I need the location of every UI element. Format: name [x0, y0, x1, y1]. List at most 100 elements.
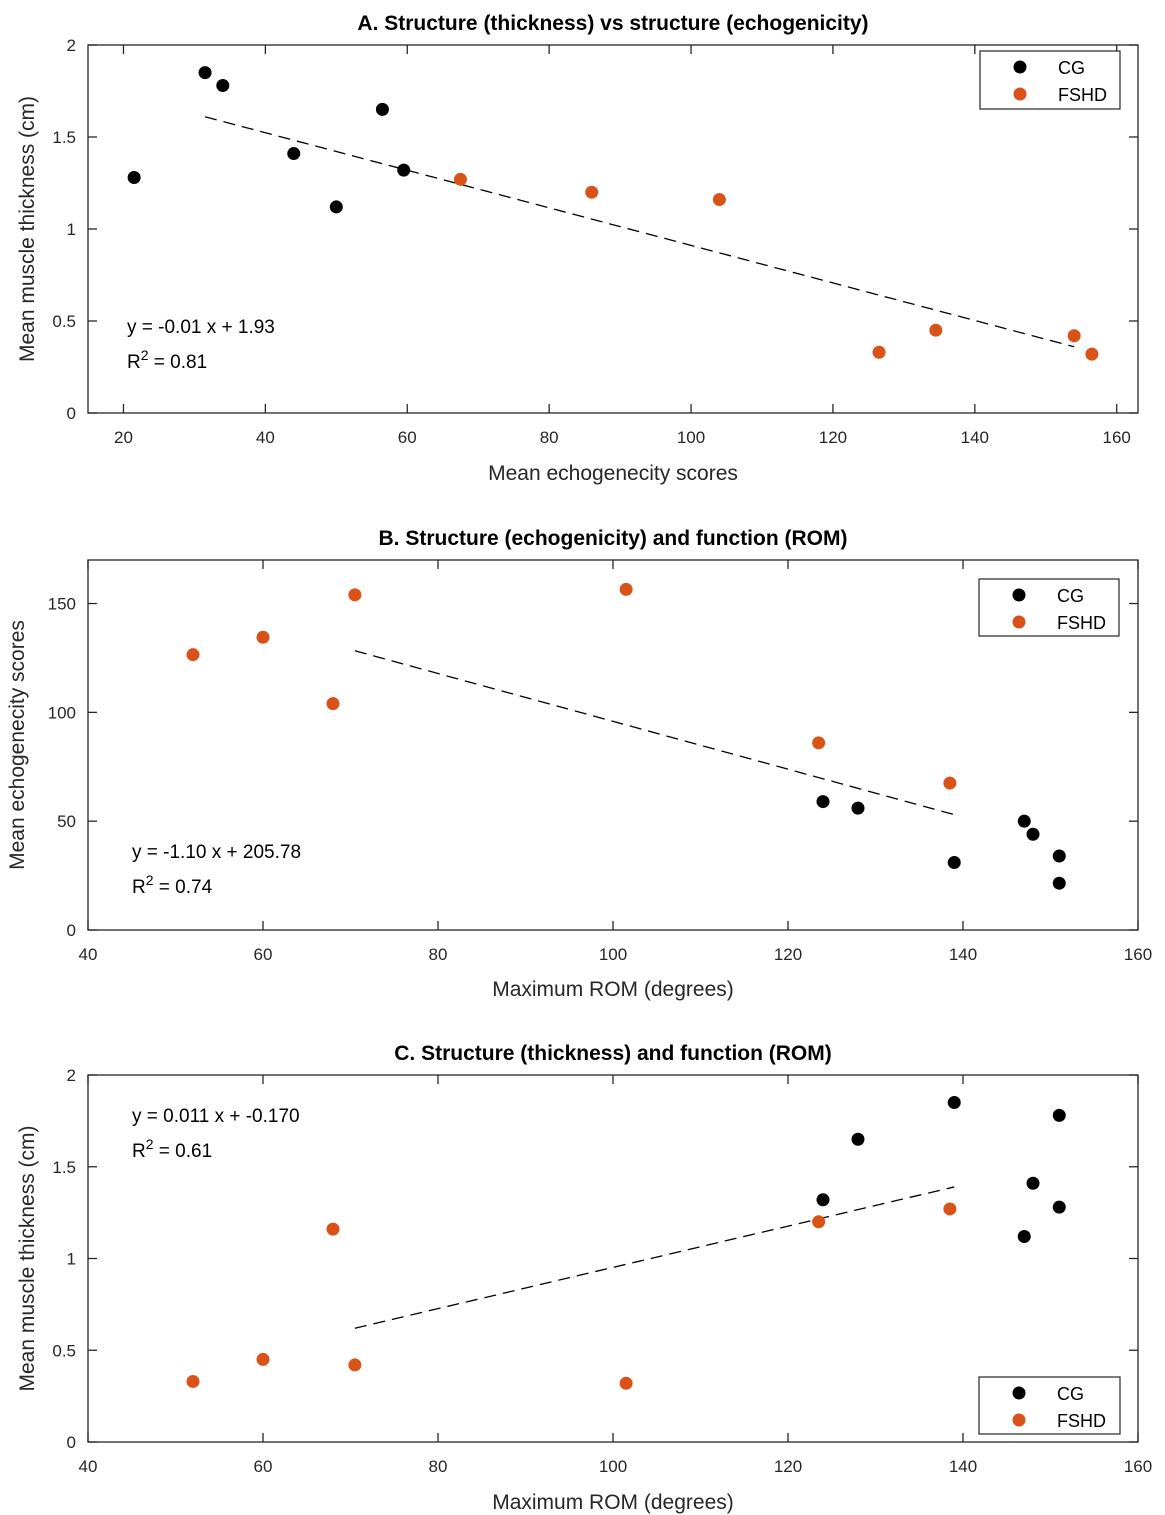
x-tick-label: 120 — [774, 945, 802, 964]
x-tick-label: 100 — [677, 428, 705, 447]
chart-title: B. Structure (echogenicity) and function… — [378, 527, 847, 550]
data-point-cg — [1052, 1108, 1066, 1122]
legend: CG FSHD — [978, 1376, 1121, 1435]
data-point-cg — [816, 795, 830, 809]
data-point-cg — [947, 1096, 961, 1110]
legend-label-fshd: FSHD — [1057, 1411, 1106, 1431]
data-point-cg — [947, 856, 961, 870]
y-tick-label: 1.5 — [52, 128, 76, 147]
data-point-cg — [375, 102, 389, 116]
data-point-fshd — [326, 1222, 340, 1236]
y-tick-label: 100 — [48, 703, 76, 722]
r-squared-label: R2 = 0.61 — [132, 1136, 212, 1162]
data-point-fshd — [1085, 347, 1099, 361]
data-point-cg — [198, 66, 212, 80]
y-tick-label: 2 — [67, 36, 76, 55]
x-tick-label: 80 — [429, 945, 448, 964]
legend-label-fshd: FSHD — [1057, 613, 1106, 633]
x-tick-label: 100 — [599, 1457, 627, 1476]
legend-marker-fshd — [1013, 87, 1027, 101]
x-tick-label: 40 — [79, 1457, 98, 1476]
data-point-cg — [216, 78, 230, 92]
y-axis-label: Mean echogenecity scores — [6, 620, 29, 870]
data-point-cg — [329, 200, 343, 214]
x-tick-label: 60 — [254, 945, 273, 964]
x-tick-label: 80 — [540, 428, 559, 447]
data-point-fshd — [712, 193, 726, 207]
y-tick-label: 0 — [67, 404, 76, 423]
y-axis-label: Mean muscle thickness (cm) — [16, 96, 39, 362]
r-squared-exponent: 2 — [146, 1136, 154, 1152]
legend-label-fshd: FSHD — [1058, 85, 1107, 105]
x-tick-label: 60 — [398, 428, 417, 447]
legend-marker-cg — [1012, 1386, 1026, 1400]
data-point-fshd — [1067, 329, 1081, 343]
data-point-fshd — [256, 1352, 270, 1366]
legend-marker-fshd — [1012, 615, 1026, 629]
x-tick-label: 20 — [114, 428, 133, 447]
y-tick-label: 1 — [67, 1250, 76, 1269]
x-tick-label: 160 — [1103, 428, 1131, 447]
x-tick-label: 40 — [79, 945, 98, 964]
chart-title: A. Structure (thickness) vs structure (e… — [357, 12, 868, 35]
legend-box — [979, 50, 1121, 110]
data-point-fshd — [186, 1374, 200, 1388]
data-point-fshd — [348, 588, 362, 602]
x-tick-label: 80 — [429, 1457, 448, 1476]
data-point-cg — [816, 1193, 830, 1207]
x-tick-label: 40 — [256, 428, 275, 447]
y-tick-label: 0.5 — [52, 312, 76, 331]
r-squared-symbol: R — [132, 877, 146, 898]
data-point-fshd — [186, 648, 200, 662]
r-squared-label: R2 = 0.74 — [132, 872, 213, 898]
r-squared-value: = 0.61 — [154, 1141, 213, 1162]
legend-box — [978, 578, 1120, 637]
chart-panel-b: B. Structure (echogenicity) and function… — [6, 527, 1152, 1001]
regression-equation: y = -0.01 x + 1.93 — [127, 317, 275, 338]
data-point-cg — [1017, 1229, 1031, 1243]
legend-label-cg: CG — [1057, 1384, 1084, 1404]
y-axis-label: Mean muscle thickness (cm) — [16, 1125, 39, 1391]
y-tick-label: 1 — [67, 220, 76, 239]
r-squared-exponent: 2 — [141, 347, 149, 363]
data-point-cg — [127, 170, 141, 184]
chart-panel-c: C. Structure (thickness) and function (R… — [16, 1042, 1152, 1514]
x-axis-label: Maximum ROM (degrees) — [492, 978, 734, 1001]
data-point-cg — [1017, 814, 1031, 828]
legend: CG FSHD — [979, 50, 1121, 110]
r-squared-value: = 0.81 — [149, 352, 208, 373]
x-tick-label: 140 — [949, 1457, 977, 1476]
legend-label-cg: CG — [1057, 586, 1084, 606]
y-tick-label: 1.5 — [52, 1158, 76, 1177]
data-point-fshd — [326, 697, 340, 711]
data-point-cg — [851, 801, 865, 815]
legend: CG FSHD — [978, 578, 1120, 637]
x-tick-label: 160 — [1124, 1457, 1152, 1476]
data-point-cg — [1026, 827, 1040, 841]
data-point-fshd — [812, 736, 826, 750]
r-squared-exponent: 2 — [146, 872, 154, 888]
data-point-fshd — [256, 630, 270, 644]
data-point-fshd — [943, 776, 957, 790]
x-tick-label: 140 — [949, 945, 977, 964]
chart-title: C. Structure (thickness) and function (R… — [394, 1042, 832, 1065]
x-tick-label: 140 — [961, 428, 989, 447]
legend-marker-cg — [1012, 588, 1026, 602]
data-point-fshd — [872, 345, 886, 359]
data-point-fshd — [453, 172, 467, 186]
y-tick-label: 0 — [67, 921, 76, 940]
data-point-cg — [1052, 849, 1066, 863]
legend-box — [978, 1376, 1121, 1435]
data-point-fshd — [585, 185, 599, 199]
legend-marker-fshd — [1012, 1413, 1026, 1427]
data-point-cg — [397, 163, 411, 177]
y-tick-label: 0.5 — [52, 1341, 76, 1360]
x-tick-label: 100 — [599, 945, 627, 964]
x-tick-label: 60 — [254, 1457, 273, 1476]
r-squared-label: R2 = 0.81 — [127, 347, 207, 373]
x-tick-label: 120 — [774, 1457, 802, 1476]
data-point-fshd — [348, 1358, 362, 1372]
data-point-fshd — [619, 582, 633, 596]
r-squared-value: = 0.74 — [154, 877, 213, 898]
